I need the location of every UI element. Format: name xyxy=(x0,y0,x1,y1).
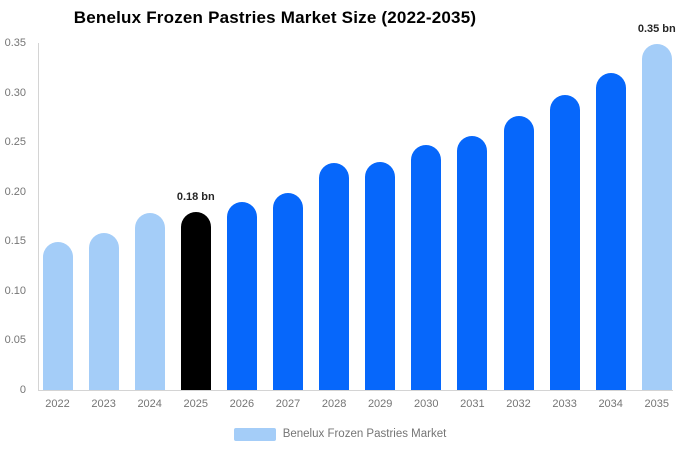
legend-label: Benelux Frozen Pastries Market xyxy=(282,428,447,440)
x-tick-label-2033: 2033 xyxy=(552,398,577,410)
bar-2028[interactable] xyxy=(319,163,350,390)
x-tick-label-2023: 2023 xyxy=(91,398,116,410)
y-tick-label: 0.25 xyxy=(4,136,26,148)
x-tick-label-2024: 2024 xyxy=(137,398,162,410)
bar-2032[interactable] xyxy=(503,115,534,390)
legend-item[interactable]: Benelux Frozen Pastries Market xyxy=(0,426,680,442)
y-tick-label: 0.20 xyxy=(4,185,26,198)
bar-2022[interactable] xyxy=(42,242,73,390)
chart-title: Benelux Frozen Pastries Market Size (202… xyxy=(73,8,477,27)
bar-2029[interactable] xyxy=(365,162,396,390)
bar-2023[interactable] xyxy=(88,232,119,390)
x-axis-line xyxy=(38,390,673,391)
y-tick-label: 0.05 xyxy=(4,334,26,346)
bar-2033[interactable] xyxy=(549,94,580,390)
y-tick-label: 0 xyxy=(19,383,26,396)
x-tick-label-2027: 2027 xyxy=(275,398,301,410)
y-tick-label: 0.30 xyxy=(4,86,26,99)
x-tick-label-2030: 2030 xyxy=(414,398,439,410)
x-tick-label-2028: 2028 xyxy=(321,398,347,410)
x-tick-label-2032: 2032 xyxy=(506,398,531,410)
y-tick-label: 0.35 xyxy=(4,37,26,49)
legend-swatch xyxy=(233,427,276,441)
x-tick-label-2029: 2029 xyxy=(367,398,393,410)
bar-2035[interactable] xyxy=(641,43,672,390)
y-axis-line xyxy=(38,43,39,390)
bar-2034[interactable] xyxy=(595,73,626,390)
x-tick-label-2035: 2035 xyxy=(644,398,670,410)
x-tick-label-2026: 2026 xyxy=(229,398,255,410)
bar-2024[interactable] xyxy=(134,212,165,390)
bar-2025[interactable] xyxy=(180,211,211,390)
x-tick-label-2022: 2022 xyxy=(45,398,70,410)
bar-2026[interactable] xyxy=(226,201,257,390)
x-tick-label-2034: 2034 xyxy=(598,398,623,410)
value-annotation-2025: 0.18 bn xyxy=(176,190,215,203)
y-tick-label: 0.15 xyxy=(4,235,26,247)
bar-2031[interactable] xyxy=(457,135,488,390)
value-annotation-2035: 0.35 bn xyxy=(637,22,676,35)
bar-2027[interactable] xyxy=(273,192,303,390)
y-tick-label: 0.10 xyxy=(4,284,26,297)
x-tick-label-2031: 2031 xyxy=(460,398,485,410)
bar-2030[interactable] xyxy=(411,145,442,390)
x-tick-label-2025: 2025 xyxy=(183,398,209,410)
